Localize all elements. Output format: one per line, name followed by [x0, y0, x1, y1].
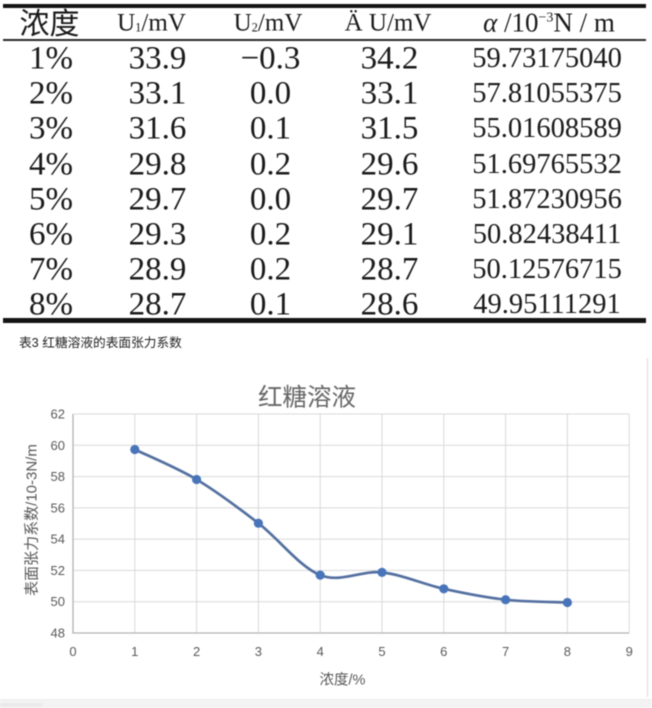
svg-text:2: 2 — [193, 644, 200, 659]
svg-text:3: 3 — [255, 644, 262, 659]
svg-text:52: 52 — [51, 563, 65, 578]
svg-text:4: 4 — [317, 644, 324, 659]
svg-text:5: 5 — [378, 644, 385, 659]
svg-text:54: 54 — [51, 532, 65, 547]
svg-text:6: 6 — [440, 644, 447, 659]
svg-text:8: 8 — [564, 644, 571, 659]
svg-text:62: 62 — [51, 407, 65, 422]
svg-text:7: 7 — [502, 644, 509, 659]
svg-text:表面张力系数/10-3N/m: 表面张力系数/10-3N/m — [24, 444, 41, 596]
svg-text:红糖溶液: 红糖溶液 — [258, 384, 356, 412]
svg-text:50: 50 — [51, 594, 65, 609]
svg-text:60: 60 — [51, 438, 65, 453]
svg-text:浓度/%: 浓度/% — [320, 672, 366, 689]
svg-text:1: 1 — [131, 644, 138, 659]
svg-text:9: 9 — [626, 644, 633, 659]
svg-text:48: 48 — [51, 626, 65, 641]
svg-text:0: 0 — [69, 644, 76, 659]
svg-text:58: 58 — [51, 469, 65, 484]
svg-text:56: 56 — [51, 500, 65, 515]
